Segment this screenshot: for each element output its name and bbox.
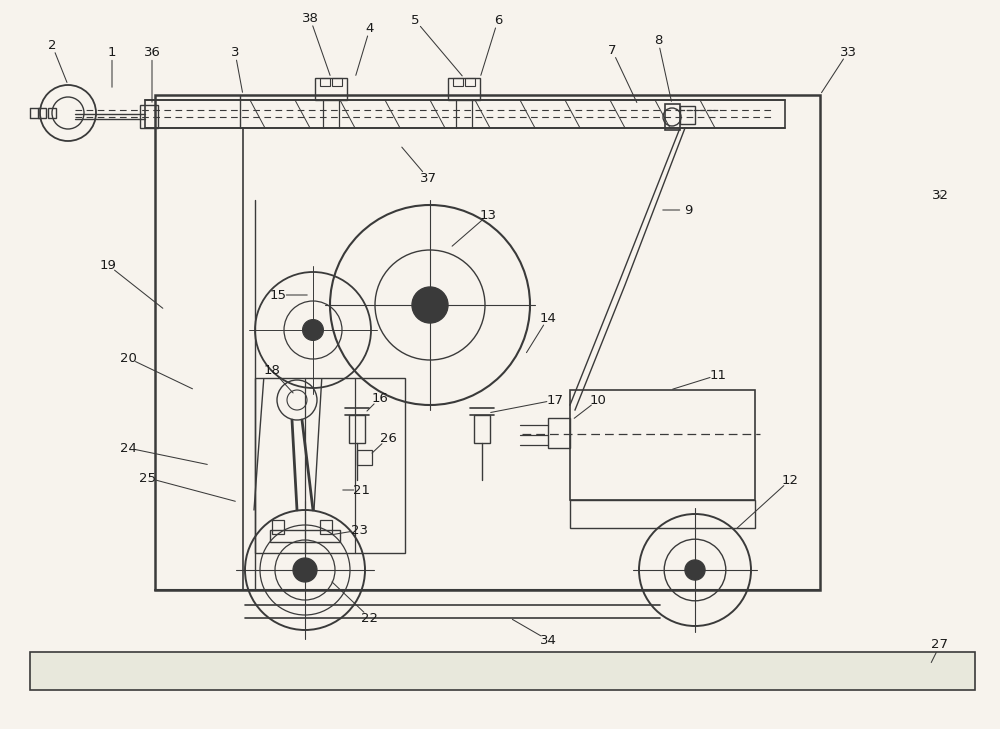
Text: 18: 18 <box>264 364 280 376</box>
Bar <box>680 106 695 124</box>
Bar <box>320 78 330 86</box>
Bar <box>570 500 755 528</box>
Text: 36: 36 <box>144 45 160 58</box>
Bar <box>570 390 755 500</box>
Text: 7: 7 <box>608 44 616 57</box>
Bar <box>453 78 463 86</box>
Text: 17: 17 <box>546 394 564 407</box>
Text: 38: 38 <box>302 12 318 25</box>
Bar <box>315 78 347 100</box>
Text: 33: 33 <box>840 45 856 58</box>
Text: 15: 15 <box>270 289 287 302</box>
Bar <box>140 105 158 128</box>
Text: 9: 9 <box>684 203 692 217</box>
Circle shape <box>412 287 448 323</box>
Text: 8: 8 <box>654 34 662 47</box>
Bar <box>474 415 490 443</box>
Text: 24: 24 <box>120 442 136 454</box>
Bar <box>332 78 342 86</box>
Text: 26: 26 <box>380 432 396 445</box>
Text: 1: 1 <box>108 45 116 58</box>
Text: 3: 3 <box>231 45 239 58</box>
Text: 20: 20 <box>120 351 136 364</box>
Circle shape <box>685 560 705 580</box>
Text: 25: 25 <box>140 472 156 485</box>
Text: 34: 34 <box>540 634 556 647</box>
Bar <box>548 418 570 448</box>
Text: 12: 12 <box>782 474 798 486</box>
Text: 2: 2 <box>48 39 56 52</box>
Bar <box>465 78 475 86</box>
Bar <box>448 78 480 100</box>
Text: 11: 11 <box>710 368 726 381</box>
Bar <box>357 450 372 465</box>
Text: 6: 6 <box>494 14 502 26</box>
Bar <box>145 100 785 128</box>
Text: 16: 16 <box>372 391 388 405</box>
Bar <box>320 520 332 534</box>
Bar <box>48 108 56 118</box>
Text: 14: 14 <box>540 311 556 324</box>
Text: 22: 22 <box>362 612 378 625</box>
Bar <box>272 520 284 534</box>
Bar <box>665 104 680 130</box>
Bar <box>38 108 46 118</box>
Text: 37: 37 <box>420 171 436 184</box>
Text: 10: 10 <box>590 394 606 407</box>
Text: 4: 4 <box>366 21 374 34</box>
Text: 32: 32 <box>932 189 948 201</box>
Text: 13: 13 <box>480 208 496 222</box>
Text: 23: 23 <box>352 523 368 537</box>
Text: 5: 5 <box>411 14 419 26</box>
Text: 19: 19 <box>100 259 116 271</box>
Text: 21: 21 <box>354 483 370 496</box>
Text: 27: 27 <box>932 639 948 652</box>
Bar <box>30 652 975 690</box>
Bar <box>255 378 405 553</box>
Circle shape <box>293 558 317 582</box>
Bar <box>349 415 365 443</box>
Bar <box>155 95 820 590</box>
Bar <box>270 530 340 542</box>
Circle shape <box>303 319 323 340</box>
